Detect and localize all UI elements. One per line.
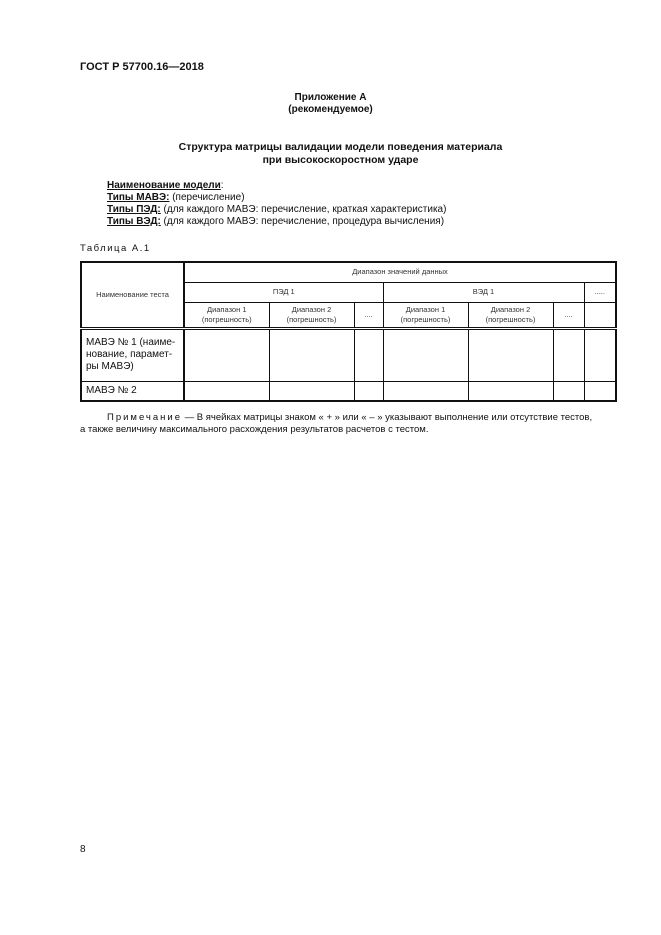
note-text-line2: а также величину максимального расхожден…: [80, 424, 429, 435]
ved-more: ....: [552, 301, 585, 329]
model-description: Наименование модели: Типы МАВЭ: (перечис…: [107, 180, 447, 227]
standard-number: ГОСТ Р 57700.16—2018: [80, 61, 204, 73]
note-text: — В ячейках матрицы знаком « + » или « –…: [182, 412, 593, 423]
ved-range1: Диапазон 1 (погрешность): [382, 301, 469, 329]
validation-matrix-table: Наименование теста Диапазон значений дан…: [80, 261, 618, 402]
text: (для каждого МАВЭ: перечисление, краткая…: [160, 204, 447, 215]
more-header: .....: [583, 281, 617, 303]
label: Типы ВЭД:: [107, 216, 161, 227]
ped-range2: Диапазон 2 (погрешность): [268, 301, 355, 329]
ped-more: ....: [353, 301, 384, 329]
heading-line1: Структура матрицы валидации модели повед…: [178, 141, 503, 153]
page-number: 8: [80, 844, 86, 855]
range-header: Диапазон значений данных: [183, 261, 617, 283]
model-name-label: Наименование модели: [107, 180, 221, 191]
ved-range2: Диапазон 2 (погрешность): [467, 301, 554, 329]
row-label: МАВЭ № 1 (наиме-нование, парамет-ры МАВЭ…: [80, 326, 185, 382]
label: Типы ПЭД:: [107, 204, 161, 215]
empty-cell: [583, 301, 617, 329]
text: (для каждого МАВЭ: перечисление, процеду…: [160, 216, 445, 227]
row-label: МАВЭ № 2: [80, 380, 185, 402]
table-caption: Таблица А.1: [80, 243, 151, 254]
test-name-header: Наименование теста: [80, 261, 185, 329]
text: (перечисление): [169, 192, 245, 203]
table-row: МАВЭ № 2: [80, 380, 617, 402]
ped-range1: Диапазон 1 (погрешность): [183, 301, 270, 329]
table-note: Примечание — В ячейках матрицы знаком « …: [80, 412, 592, 436]
appendix-subtitle: (рекомендуемое): [288, 104, 373, 115]
note-label: Примечание: [107, 412, 182, 423]
appendix-title: Приложение А: [294, 92, 367, 103]
table-row: МАВЭ № 1 (наиме-нование, парамет-ры МАВЭ…: [80, 326, 617, 382]
ved-header: ВЭД 1: [382, 281, 585, 303]
ped-header: ПЭД 1: [183, 281, 384, 303]
label: Типы МАВЭ:: [107, 192, 170, 203]
heading-line2: при высокоскоростном ударе: [262, 154, 419, 166]
